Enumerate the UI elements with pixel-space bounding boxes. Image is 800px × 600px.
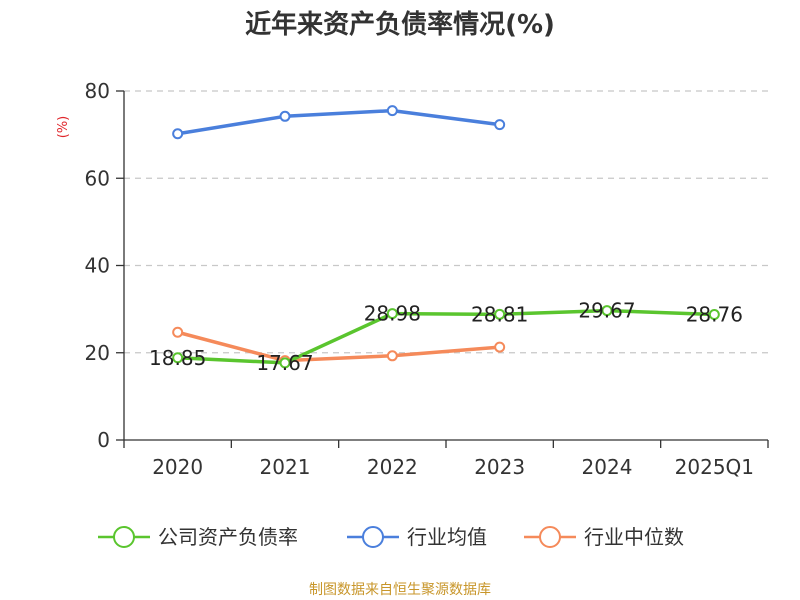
legend-label: 行业均值 xyxy=(407,525,487,549)
legend-marker xyxy=(113,526,135,548)
series-line xyxy=(175,108,502,136)
series-lines xyxy=(172,105,720,369)
data-label: 17.67 xyxy=(256,351,313,375)
x-tick-label: 2025Q1 xyxy=(675,455,754,479)
data-point xyxy=(708,309,720,321)
legend-label: 行业中位数 xyxy=(584,525,684,549)
source-note: 制图数据来自恒生聚源数据库 xyxy=(309,582,491,598)
x-tick-label: 2024 xyxy=(582,455,633,479)
legend-marker xyxy=(539,526,561,548)
data-label: 28.98 xyxy=(364,302,421,326)
y-tick-label: 60 xyxy=(85,166,110,190)
data-point xyxy=(494,308,506,320)
data-label: 28.76 xyxy=(686,303,743,327)
series-line xyxy=(175,308,717,365)
data-point xyxy=(494,119,506,131)
data-point xyxy=(601,305,613,317)
axes: 0 20 40 60 80 2020 2021 2022 2023 2024 2025Q1 xyxy=(85,79,769,479)
y-tick-label: 40 xyxy=(85,254,110,278)
x-tick-label: 2020 xyxy=(152,455,203,479)
data-point xyxy=(386,350,398,362)
chart-title: 近年来资产负债率情况(%) xyxy=(245,9,555,40)
legend-label: 公司资产负债率 xyxy=(158,525,298,549)
data-point xyxy=(494,341,506,353)
y-tick-label: 0 xyxy=(97,428,110,452)
data-point xyxy=(279,357,291,369)
data-point xyxy=(386,308,398,320)
y-tick-label: 80 xyxy=(85,79,110,103)
legend-marker xyxy=(362,526,384,548)
y-axis-label: (%) xyxy=(56,116,71,139)
series-line xyxy=(175,330,502,363)
x-tick-label: 2021 xyxy=(260,455,311,479)
data-label: 28.81 xyxy=(471,302,528,326)
data-point xyxy=(172,326,184,338)
data-label: 29.67 xyxy=(578,299,635,323)
legend: 公司资产负债率 行业均值 行业中位数 xyxy=(98,525,684,549)
y-tick-label: 20 xyxy=(85,341,110,365)
data-point xyxy=(172,128,184,140)
data-labels: 18.85 17.67 28.98 28.81 29.67 28.76 xyxy=(149,299,743,375)
data-label: 18.85 xyxy=(149,346,206,370)
data-point xyxy=(279,110,291,122)
x-tick-label: 2023 xyxy=(474,455,525,479)
x-tick-label: 2022 xyxy=(367,455,418,479)
data-point xyxy=(172,352,184,364)
data-point xyxy=(386,105,398,117)
